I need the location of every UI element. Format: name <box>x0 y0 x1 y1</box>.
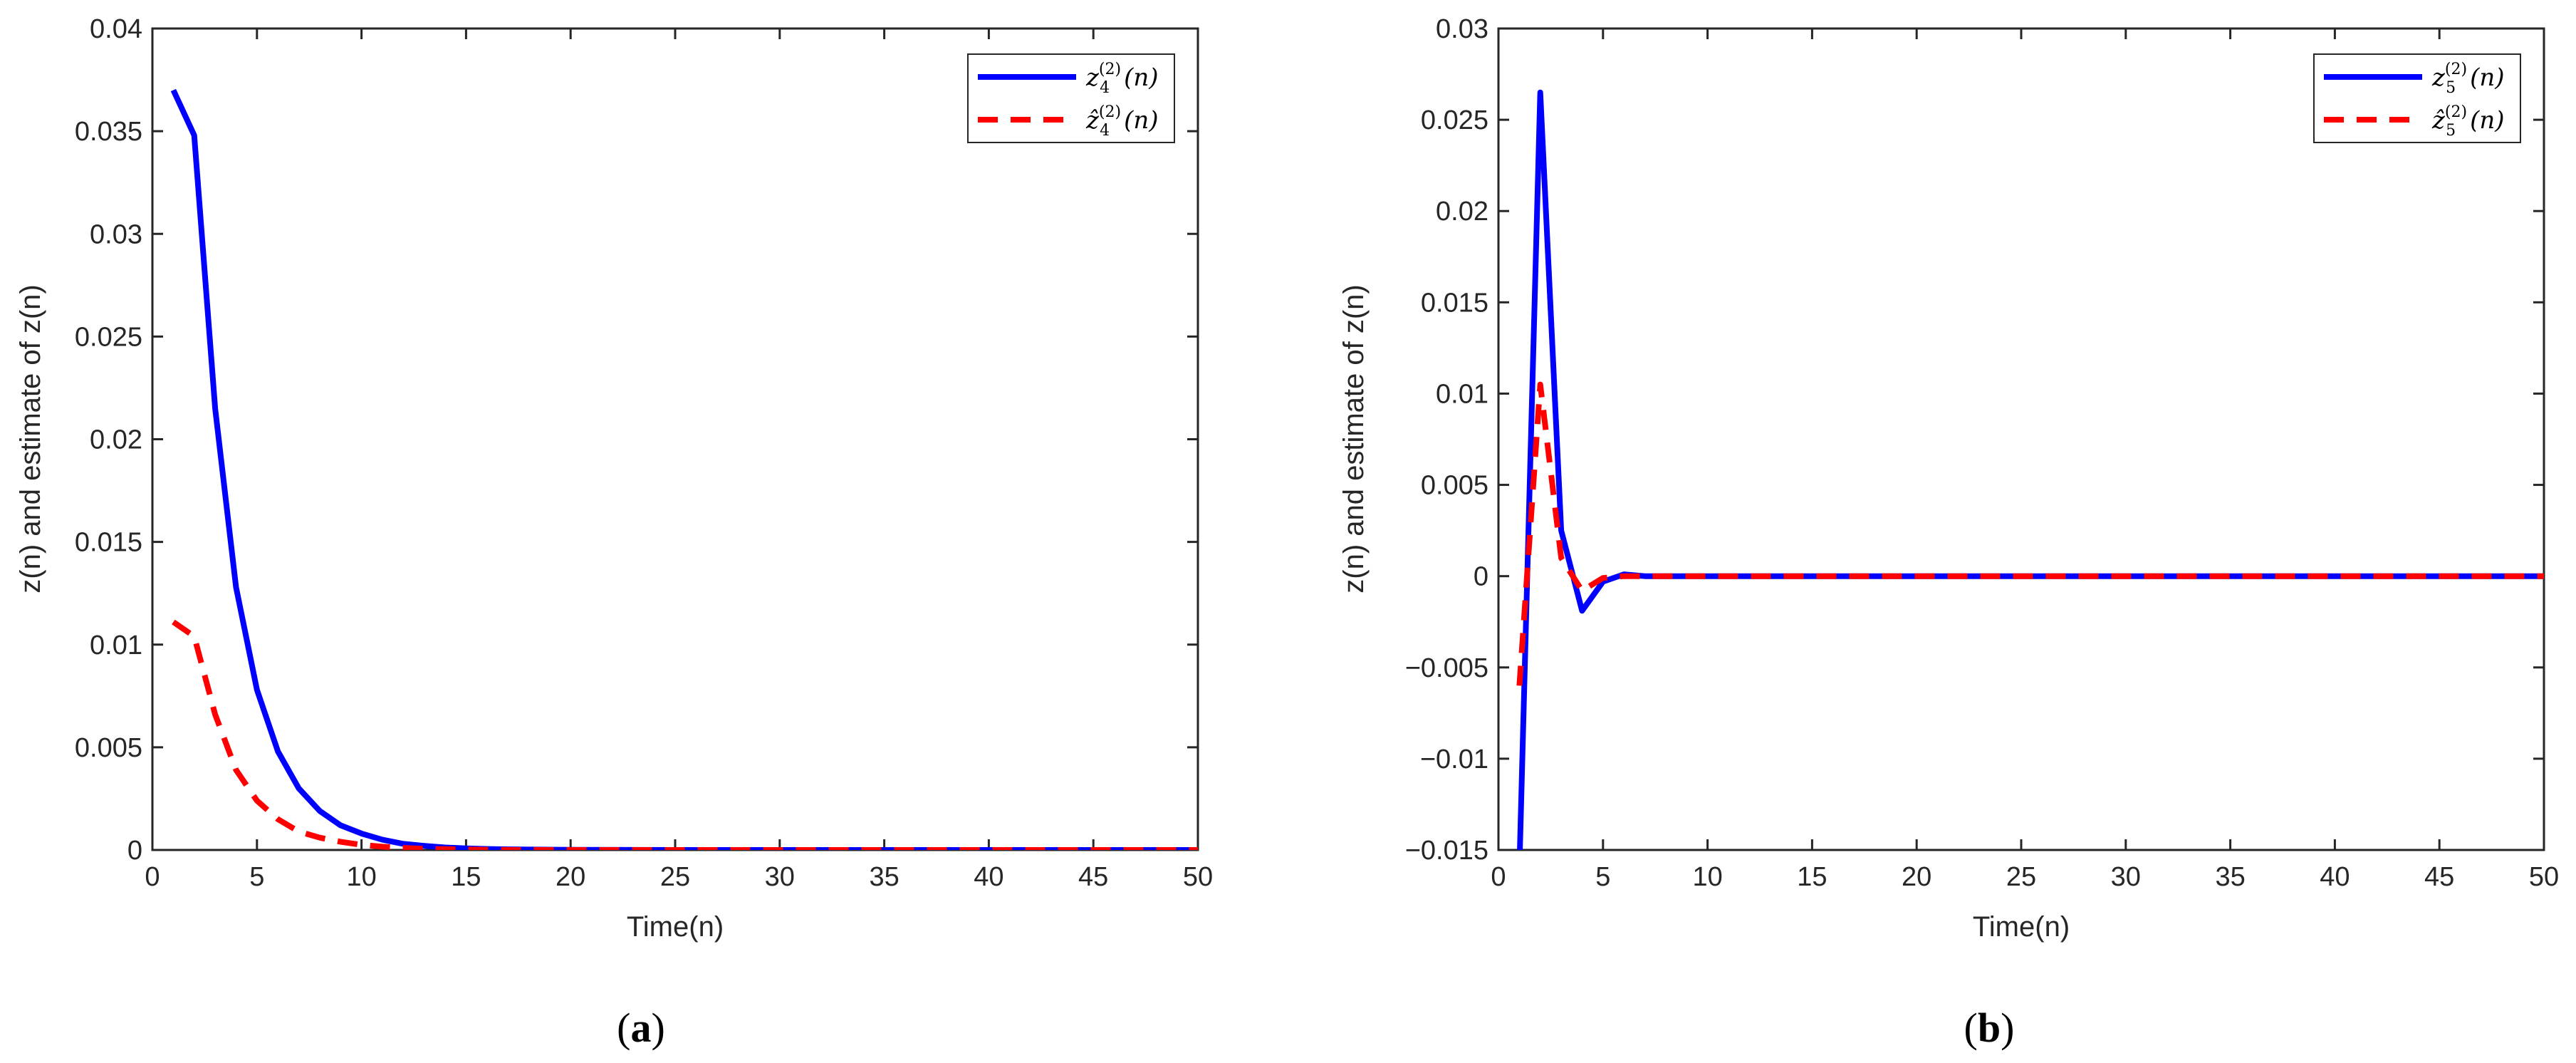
panel-b-label-open: ( <box>1964 1005 1978 1051</box>
panel-b-x-tick-label: 5 <box>1595 862 1610 892</box>
panel-a-ticks: 0 5 10 15 20 25 30 35 40 45 50 0 0.005 0.01 0.015 0.02 0… <box>75 14 1213 892</box>
panel-a-label-open: ( <box>617 1005 630 1051</box>
panel-a-x-tick-label: 30 <box>765 862 795 892</box>
panel-a-y-tick-label: 0.03 <box>90 219 142 249</box>
panel-b-legend-box <box>2313 53 2521 143</box>
panel-b-x-axis-label: Time(n) <box>1973 911 2070 943</box>
panel-a-x-tick-label: 0 <box>145 862 160 892</box>
panel-b-y-tick-label: −0.01 <box>1420 745 1488 774</box>
panel-b-y-tick-label: 0.025 <box>1421 105 1488 135</box>
panel-a-y-axis-label: z(n) and estimate of z(n) <box>15 284 46 593</box>
panel-a-x-tick-label: 5 <box>249 862 264 892</box>
panel-b-x-tick-label: 50 <box>2529 862 2559 892</box>
panel-b-y-axis-label: z(n) and estimate of z(n) <box>1338 284 1370 593</box>
panel-b-y-tick-label: −0.005 <box>1405 653 1488 683</box>
panel-a-y-tick-label: 0.02 <box>90 425 142 455</box>
panel-a-y-tick-label: 0.04 <box>90 14 142 44</box>
panel-a-x-tick-label: 50 <box>1183 862 1213 892</box>
panel-b-label-close: ) <box>2001 1005 2014 1051</box>
panel-a-series-estimate-line <box>172 619 1198 850</box>
panel-b: 0 5 10 15 20 25 30 35 40 45 50 −0.015 −0.01 −0.005 0 0.… <box>1338 14 2559 1051</box>
panel-b-x-tick-label: 30 <box>2111 862 2141 892</box>
panel-a: 0 5 10 15 20 25 30 35 40 45 50 0 0.005 0.01 0.015 0.02 0… <box>15 14 1213 1051</box>
panel-a-x-tick-label: 25 <box>660 862 690 892</box>
panel-a-series <box>170 88 1198 850</box>
panel-a-series-actual-line <box>170 88 1198 850</box>
panel-b-series-estimate-line <box>1516 381 2544 686</box>
panel-a-x-axis-label: Time(n) <box>627 911 724 943</box>
panel-b-legend-entry: ẑ(2) 5 (n) <box>2431 103 2505 140</box>
panel-a-label-close: ) <box>652 1005 665 1051</box>
panel-b-legend: z(2) 5 (n) ẑ(2) 5 (n) <box>2313 53 2521 143</box>
panel-b-y-tick-label: −0.015 <box>1405 836 1488 866</box>
panel-a-label-letter: a <box>631 1005 652 1051</box>
panel-a-label: (a) <box>617 1005 665 1051</box>
panel-b-ticks: 0 5 10 15 20 25 30 35 40 45 50 −0.015 −0.01 −0.005 0 0.… <box>1405 14 2559 892</box>
panel-b-y-tick-label: 0.005 <box>1421 471 1488 501</box>
panel-b-y-tick-label: 0.015 <box>1421 288 1488 318</box>
panel-a-y-tick-label: 0.01 <box>90 631 142 660</box>
panel-a-axes-box <box>151 27 1199 851</box>
panel-a-x-tick-label: 45 <box>1078 862 1108 892</box>
panel-b-x-tick-label: 45 <box>2424 862 2454 892</box>
panel-a-legend-box <box>967 53 1175 143</box>
panel-a-x-tick-label: 20 <box>556 862 585 892</box>
panel-a-x-tick-label: 10 <box>346 862 376 892</box>
panel-b-x-tick-label: 20 <box>1902 862 1931 892</box>
panel-b-x-tick-label: 25 <box>2006 862 2036 892</box>
panel-b-x-tick-label: 10 <box>1692 862 1722 892</box>
panel-b-y-tick-label: 0 <box>1474 562 1488 592</box>
panel-b-x-tick-label: 35 <box>2215 862 2245 892</box>
panel-b-y-tick-label: 0.02 <box>1436 197 1488 227</box>
panel-a-y-tick-label: 0.015 <box>75 528 142 558</box>
panel-b-label-letter: b <box>1978 1005 2001 1051</box>
panel-a-legend: z(2) 4 (n) ẑ(2) 4 (n) <box>967 53 1175 143</box>
panel-a-legend-entry: ẑ(2) 4 (n) <box>1085 103 1159 140</box>
panel-a-y-tick-label: 0.025 <box>75 322 142 352</box>
panel-b-y-tick-label: 0.03 <box>1436 14 1488 44</box>
panel-b-x-tick-label: 40 <box>2320 862 2350 892</box>
panel-a-x-tick-label: 35 <box>869 862 899 892</box>
panel-b-label: (b) <box>1964 1005 2015 1051</box>
panel-b-x-tick-label: 15 <box>1797 862 1827 892</box>
panel-b-axes-box <box>1497 27 2545 851</box>
panel-a-x-tick-label: 40 <box>974 862 1003 892</box>
panel-a-legend-entry: z(2) 4 (n) <box>1085 61 1159 97</box>
panel-b-series <box>1516 89 2544 850</box>
panel-b-y-tick-label: 0.01 <box>1436 379 1488 409</box>
panel-b-legend-entry: z(2) 5 (n) <box>2431 61 2505 97</box>
panel-a-y-tick-label: 0 <box>127 836 142 866</box>
panel-a-y-tick-label: 0.005 <box>75 733 142 763</box>
panel-a-y-tick-label: 0.035 <box>75 117 142 147</box>
panel-b-x-tick-label: 0 <box>1491 862 1506 892</box>
panel-a-x-tick-label: 15 <box>451 862 481 892</box>
